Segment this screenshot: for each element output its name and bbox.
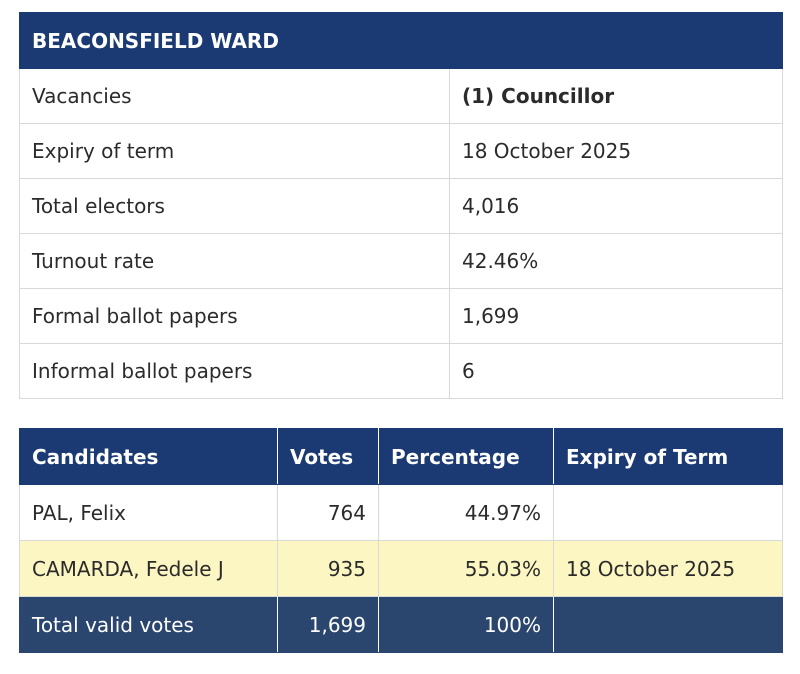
ward-row-label: Vacancies (19, 68, 450, 124)
ward-row-label: Total electors (19, 178, 450, 234)
ward-row-formal: Formal ballot papers 1,699 (19, 288, 783, 344)
ward-row-value: 1,699 (449, 288, 783, 344)
column-header-expiry: Expiry of Term (553, 428, 783, 485)
candidate-votes: 935 (277, 540, 379, 597)
ward-row-value: 42.46% (449, 233, 783, 289)
ward-row-value: 6 (449, 343, 783, 399)
candidate-votes: 764 (277, 484, 379, 541)
ward-row-value: 4,016 (449, 178, 783, 234)
candidate-row-elected: CAMARDA, Fedele J 935 55.03% 18 October … (19, 540, 783, 597)
candidate-expiry (553, 484, 783, 541)
candidates-table: Candidates Votes Percentage Expiry of Te… (19, 428, 783, 653)
ward-row-label: Turnout rate (19, 233, 450, 289)
ward-title: BEACONSFIELD WARD (19, 12, 783, 69)
column-header-candidates: Candidates (19, 428, 278, 485)
ward-row-value: (1) Councillor (449, 68, 783, 124)
column-header-percentage: Percentage (378, 428, 554, 485)
ward-row-value: 18 October 2025 (449, 123, 783, 179)
candidates-header-row: Candidates Votes Percentage Expiry of Te… (19, 428, 783, 485)
total-label: Total valid votes (19, 596, 278, 653)
ward-row-electors: Total electors 4,016 (19, 178, 783, 234)
candidate-expiry: 18 October 2025 (553, 540, 783, 597)
candidate-name: PAL, Felix (19, 484, 278, 541)
candidate-percentage: 44.97% (378, 484, 554, 541)
ward-header-row: BEACONSFIELD WARD (19, 12, 783, 69)
total-votes: 1,699 (277, 596, 379, 653)
ward-row-label: Expiry of term (19, 123, 450, 179)
candidate-row: PAL, Felix 764 44.97% (19, 484, 783, 541)
ward-row-expiry: Expiry of term 18 October 2025 (19, 123, 783, 179)
total-percentage: 100% (378, 596, 554, 653)
ward-row-turnout: Turnout rate 42.46% (19, 233, 783, 289)
ward-row-informal: Informal ballot papers 6 (19, 343, 783, 399)
candidate-name: CAMARDA, Fedele J (19, 540, 278, 597)
ward-row-vacancies: Vacancies (1) Councillor (19, 68, 783, 124)
ward-summary-table: BEACONSFIELD WARD Vacancies (1) Councill… (19, 12, 783, 399)
column-header-votes: Votes (277, 428, 379, 485)
total-expiry (553, 596, 783, 653)
ward-row-label: Formal ballot papers (19, 288, 450, 344)
candidate-percentage: 55.03% (378, 540, 554, 597)
total-row: Total valid votes 1,699 100% (19, 596, 783, 653)
ward-row-label: Informal ballot papers (19, 343, 450, 399)
